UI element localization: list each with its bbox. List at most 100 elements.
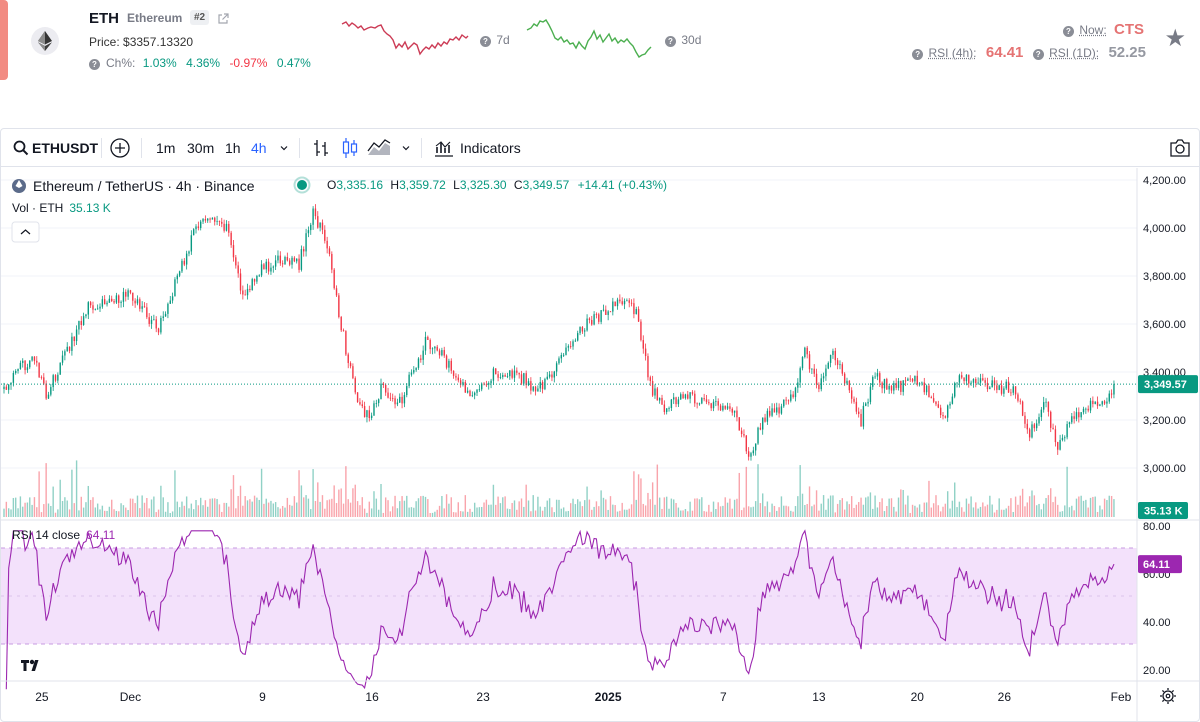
volume-bar <box>251 501 253 517</box>
volume-bar <box>192 509 195 517</box>
volume-bar <box>530 511 532 517</box>
candle <box>1017 394 1019 401</box>
volume-bar <box>422 495 424 517</box>
symbol-search[interactable]: ETHUSDT <box>13 129 98 167</box>
volume-bar <box>888 498 890 517</box>
bar-style-icon[interactable] <box>312 129 330 167</box>
candle <box>1080 412 1082 418</box>
candle <box>1028 429 1031 438</box>
help-icon[interactable]: ? <box>1062 26 1074 37</box>
candle <box>1057 442 1059 450</box>
candle <box>22 360 24 363</box>
candle <box>825 368 827 377</box>
interval-1h[interactable]: 1h <box>225 140 241 156</box>
volume-bar <box>188 508 190 517</box>
volume-bar <box>850 496 853 517</box>
volume-bar <box>808 486 811 517</box>
indicators-button[interactable]: Indicators <box>434 129 521 167</box>
help-icon[interactable]: ? <box>89 59 100 70</box>
candle <box>258 275 260 277</box>
candle <box>111 298 113 302</box>
candle <box>50 387 52 395</box>
help-icon[interactable]: ? <box>912 49 924 60</box>
volume-bar <box>644 505 647 517</box>
candle <box>888 386 890 390</box>
price-value: $3357.13320 <box>123 35 194 49</box>
candle <box>106 302 108 305</box>
volume-bar <box>717 502 719 517</box>
price-chart[interactable]: 4,200.004,000.003,800.003,600.003,400.00… <box>1 168 1199 722</box>
candle <box>986 382 989 390</box>
volume-bar <box>712 501 715 517</box>
area-style-icon[interactable] <box>367 129 391 167</box>
external-link-icon[interactable] <box>217 12 229 30</box>
sparkline-7d-label: ? 7d <box>480 33 510 47</box>
volume-bar <box>818 510 820 517</box>
volume-bar <box>747 506 750 517</box>
tradingview-logo[interactable] <box>19 655 45 675</box>
candle <box>502 375 504 378</box>
volume-bar <box>148 508 150 517</box>
volume-bar <box>605 499 607 517</box>
volume-bar <box>485 499 488 517</box>
candle <box>651 381 654 396</box>
chevron-down-icon[interactable] <box>401 129 411 167</box>
volume-bar <box>956 507 958 517</box>
candle <box>167 303 169 314</box>
chevron-down-icon[interactable] <box>279 129 289 167</box>
volume-bar <box>345 466 347 517</box>
time-axis[interactable]: 25 Dec 9 16 23 2025 7 13 20 26 Feb <box>35 690 1131 704</box>
candle <box>668 407 670 409</box>
volume-bar <box>658 497 661 517</box>
volume-bar <box>218 504 221 517</box>
star-icon[interactable]: ★ <box>1164 25 1186 52</box>
volume-bar <box>925 502 928 517</box>
time-tick-label: 7 <box>720 690 727 704</box>
help-icon[interactable]: ? <box>665 36 676 47</box>
candle <box>57 374 59 381</box>
help-icon[interactable]: ? <box>1032 49 1044 60</box>
volume-bar <box>1075 498 1078 517</box>
volume-bar <box>73 503 75 517</box>
volume-bar <box>1033 495 1036 517</box>
price-tick-label: 3,000.00 <box>1143 463 1186 475</box>
interval-4h[interactable]: 4h <box>251 140 267 156</box>
volume-bar <box>970 496 972 517</box>
volume-bar <box>684 509 687 517</box>
volume-bar <box>916 507 918 517</box>
candle <box>661 397 663 405</box>
volume-bar <box>769 512 771 517</box>
volume-bar <box>136 495 139 517</box>
interval-30m[interactable]: 30m <box>187 140 215 156</box>
candle <box>464 382 467 393</box>
volume-bar <box>235 508 237 517</box>
candle <box>546 376 548 380</box>
volume-bar <box>972 507 975 517</box>
volume-bar <box>214 498 216 517</box>
volume-bar <box>944 503 947 517</box>
collapse-legend-button[interactable] <box>11 221 40 243</box>
candle <box>113 301 115 303</box>
candle <box>792 394 794 398</box>
volume-bar <box>1021 488 1024 517</box>
candle <box>422 350 424 360</box>
candle <box>61 355 64 363</box>
candle <box>420 358 422 360</box>
add-symbol-icon[interactable] <box>109 129 131 167</box>
candle <box>66 346 68 352</box>
camera-icon[interactable] <box>1169 129 1191 167</box>
candle-style-icon[interactable] <box>341 129 359 167</box>
candle <box>319 222 321 228</box>
interval-1m[interactable]: 1m <box>156 140 176 156</box>
gear-icon[interactable] <box>1160 688 1176 704</box>
candle <box>394 398 396 405</box>
volume-bar <box>719 506 722 517</box>
volume-bar <box>675 503 677 517</box>
candle <box>1089 400 1092 411</box>
volume-bar <box>600 490 602 517</box>
volume-bar <box>1059 511 1061 517</box>
help-icon[interactable]: ? <box>480 36 491 47</box>
volume-bar <box>480 506 483 517</box>
price-axis[interactable]: 4,200.004,000.003,800.003,600.003,400.00… <box>1138 175 1198 519</box>
